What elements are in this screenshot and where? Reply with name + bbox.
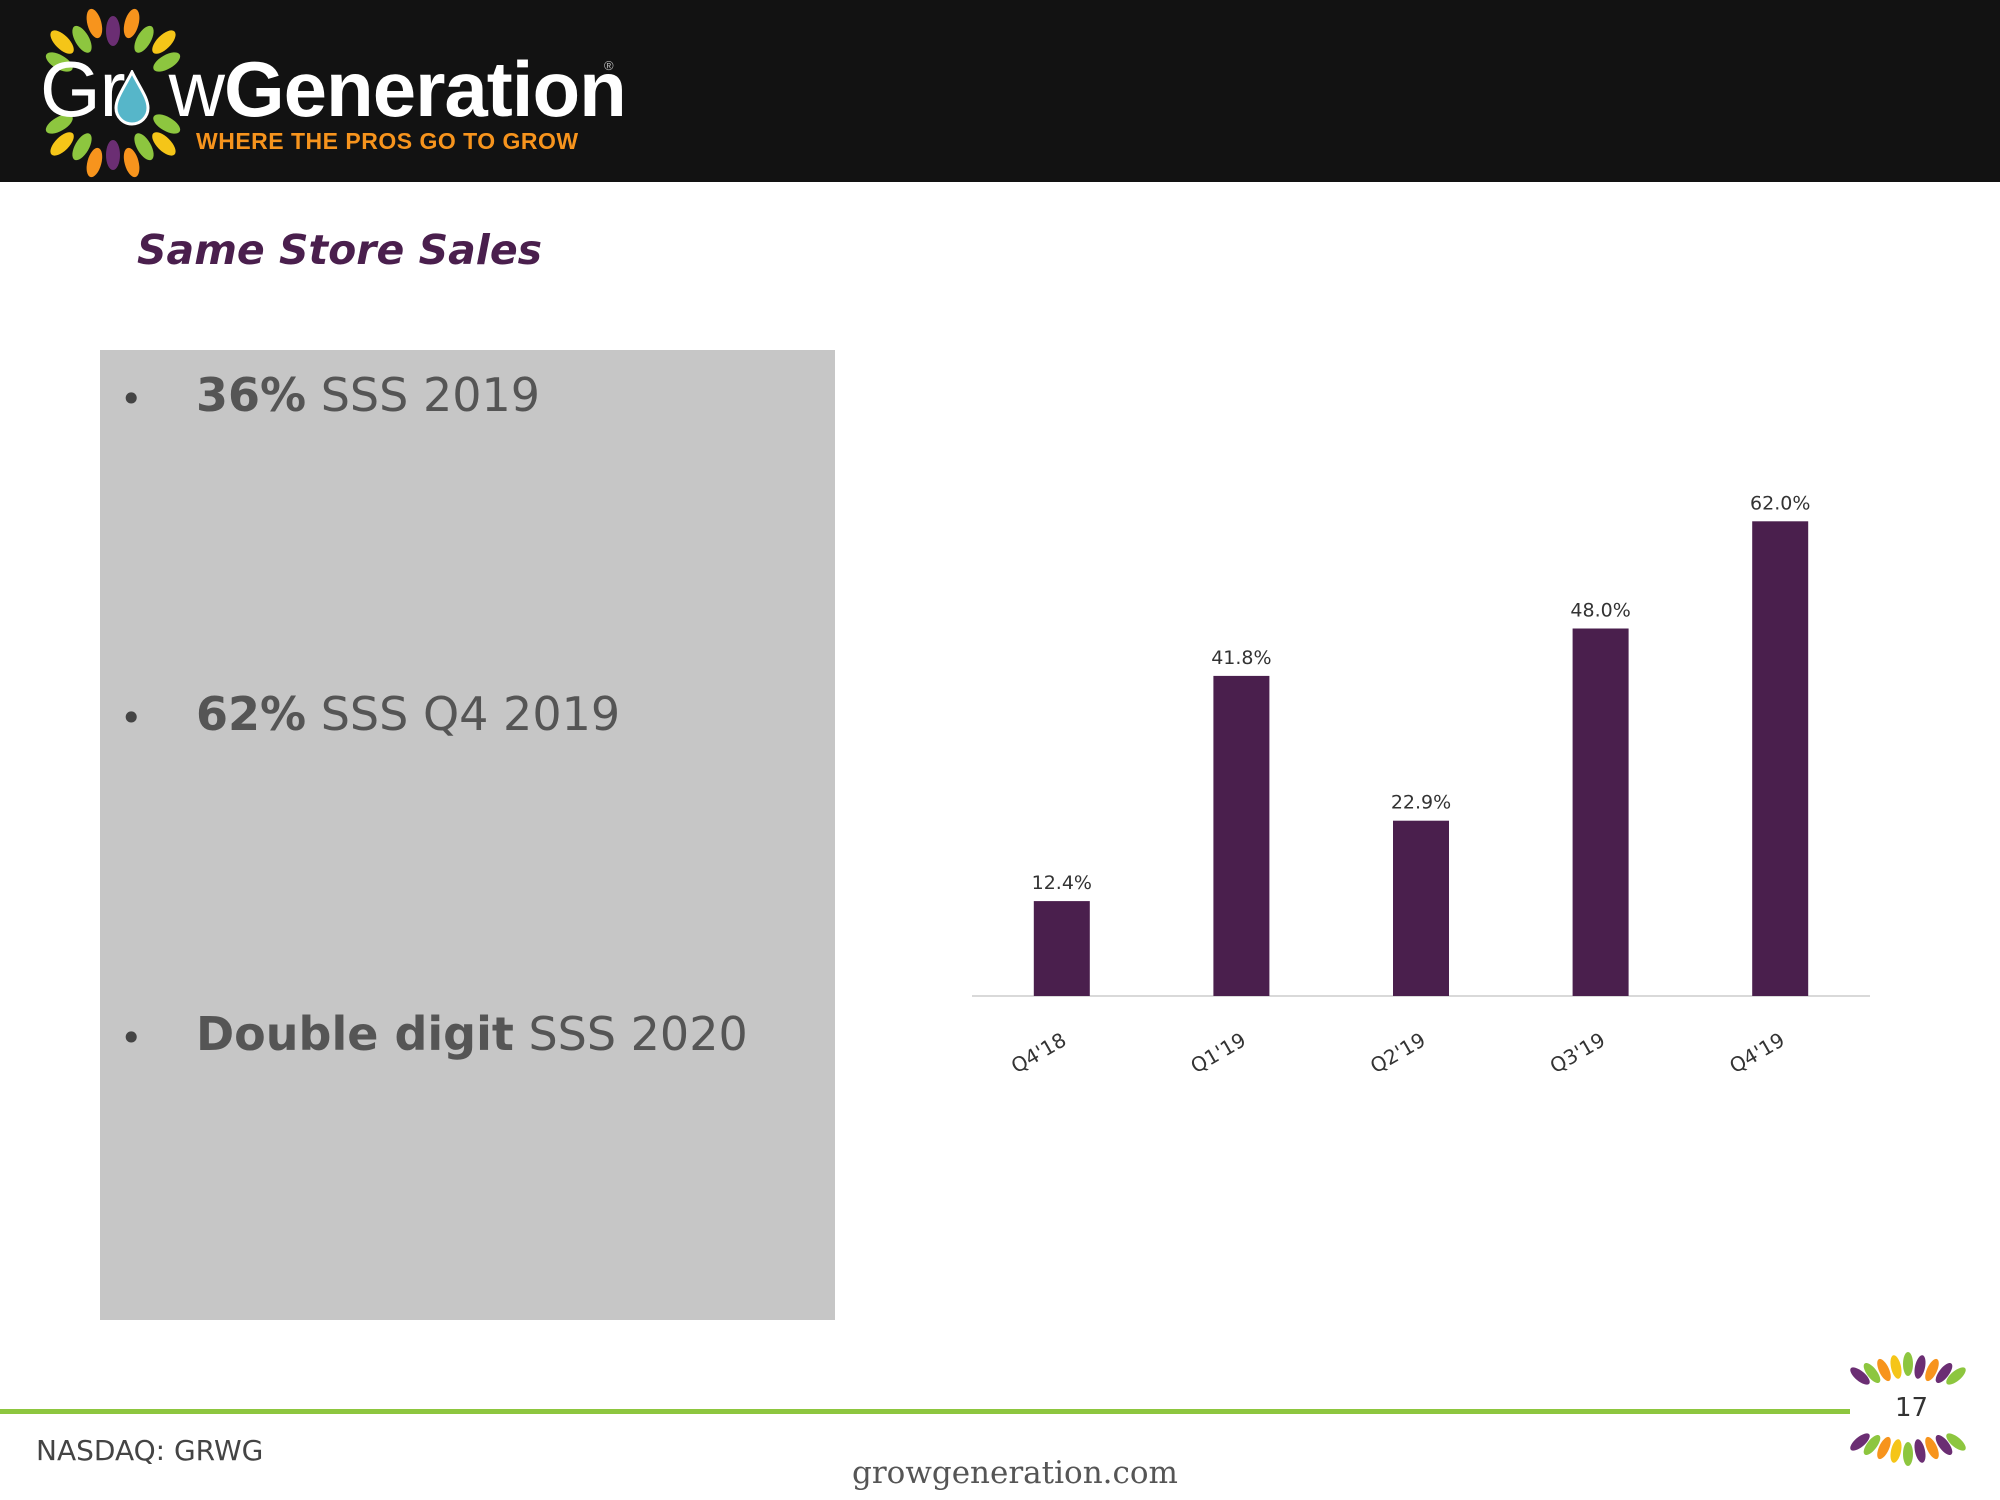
corner-leaf-shape bbox=[1850, 1367, 1870, 1385]
bar-3 bbox=[1572, 628, 1629, 996]
bullet-item-2: • 62% SSS Q4 2019 bbox=[120, 687, 620, 741]
page-title: Same Store Sales bbox=[137, 226, 543, 274]
corner-leaf-shape bbox=[1946, 1433, 1966, 1451]
logo-leaf-shape bbox=[123, 8, 140, 39]
bullet-dot-icon: • bbox=[120, 1015, 143, 1060]
same-store-sales-chart: 12.4% Q4'18 41.8% Q1'19 22.9% Q2'19 48.0% Q3'19… bbox=[972, 492, 1870, 1078]
data-label-3: 48.0% bbox=[1570, 600, 1630, 622]
logo-leaf-shape bbox=[134, 25, 154, 53]
data-label-1: 41.8% bbox=[1211, 647, 1271, 669]
data-label-0: 12.4% bbox=[1032, 872, 1092, 894]
corner-leaf-shape bbox=[1863, 1363, 1881, 1383]
corner-leaf-shape bbox=[1925, 1358, 1939, 1382]
bullet-panel: • 36% SSS 2019 • 62% SSS Q4 2019 • Double d… bbox=[100, 350, 835, 1320]
logo-leaf-shape bbox=[106, 16, 120, 46]
bullet-strong: 62% bbox=[196, 687, 307, 741]
bullet-strong: Double digit bbox=[196, 1007, 514, 1061]
sunburst-leaf-icon bbox=[45, 8, 181, 178]
corner-leaf-shape bbox=[1925, 1436, 1939, 1460]
logo-leaf-shape bbox=[45, 114, 73, 134]
logo-leaf-shape bbox=[153, 114, 181, 134]
data-label-2: 22.9% bbox=[1391, 792, 1451, 814]
bar-2 bbox=[1393, 820, 1449, 996]
bullet-strong: 36% bbox=[196, 368, 307, 422]
bar-1 bbox=[1213, 675, 1270, 996]
bullet-text: SSS 2019 bbox=[306, 368, 541, 422]
logo-leaf-shape bbox=[152, 132, 176, 156]
logo-leaf-shape bbox=[106, 140, 120, 170]
bullet-dot-icon: • bbox=[120, 695, 143, 740]
corner-leaf-shape bbox=[1935, 1363, 1953, 1383]
corner-leaf-shape bbox=[1850, 1433, 1870, 1451]
bar-4 bbox=[1752, 521, 1809, 996]
logo-tagline: WHERE THE PROS GO TO GROW bbox=[196, 128, 579, 154]
logo-leaf-shape bbox=[72, 25, 92, 53]
bullet-text: SSS Q4 2019 bbox=[306, 687, 621, 741]
corner-leaf-shape bbox=[1890, 1355, 1902, 1379]
logo-leaf-shape bbox=[45, 52, 73, 72]
corner-leaf-icon bbox=[1850, 1352, 1966, 1466]
corner-leaf-shape bbox=[1877, 1358, 1891, 1382]
x-tick-label-1: Q1'19 bbox=[1186, 1028, 1249, 1078]
header-bar: Gr wGeneration ® WHERE THE PROS GO TO GRO… bbox=[0, 0, 2000, 182]
x-tick-label-0: Q4'18 bbox=[1007, 1028, 1070, 1078]
logo-word-part-2: w bbox=[168, 45, 225, 133]
logo-leaf-shape bbox=[50, 30, 74, 54]
x-tick-label-3: Q3'19 bbox=[1546, 1028, 1609, 1078]
bullet-item-1: • 36% SSS 2019 bbox=[120, 368, 540, 422]
logo-leaf-shape bbox=[50, 132, 74, 156]
logo-word-part-1: Gr bbox=[40, 45, 126, 133]
registered-mark: ® bbox=[604, 58, 614, 73]
company-logo[interactable]: Gr wGeneration ® WHERE THE PROS GO TO GRO… bbox=[18, 8, 627, 178]
corner-leaf-shape bbox=[1877, 1436, 1891, 1460]
corner-leaf-shape bbox=[1903, 1352, 1913, 1376]
website-link[interactable]: growgeneration.com bbox=[852, 1455, 1178, 1491]
footer-divider bbox=[0, 1409, 1850, 1414]
bullet-dot-icon: • bbox=[120, 376, 143, 421]
bullet-text: SSS 2020 bbox=[513, 1007, 748, 1061]
ticker-label: NASDAQ: GRWG bbox=[36, 1434, 264, 1467]
logo-leaf-shape bbox=[72, 133, 92, 161]
corner-leaf-shape bbox=[1946, 1367, 1966, 1385]
page-number: 17 bbox=[1895, 1393, 1929, 1423]
logo-leaf-shape bbox=[153, 52, 181, 72]
logo-leaf-shape bbox=[152, 30, 176, 54]
logo-leaf-shape bbox=[123, 147, 140, 178]
water-drop-icon bbox=[114, 70, 150, 126]
corner-leaf-shape bbox=[1863, 1435, 1881, 1455]
bar-0 bbox=[1033, 901, 1090, 996]
x-tick-label-2: Q2'19 bbox=[1366, 1028, 1429, 1078]
logo-word-part-3: Generation bbox=[224, 45, 627, 133]
logo-wordmark: Gr wGeneration bbox=[40, 50, 627, 128]
bullet-item-3: • Double digit SSS 2020 bbox=[120, 1007, 748, 1061]
corner-leaf-shape bbox=[1935, 1435, 1953, 1455]
corner-leaf-shape bbox=[1914, 1439, 1926, 1463]
logo-leaf-shape bbox=[86, 147, 103, 178]
x-tick-label-4: Q4'19 bbox=[1725, 1028, 1788, 1078]
logo-leaf-shape bbox=[86, 8, 103, 39]
logo-leaf-shape bbox=[134, 133, 154, 161]
data-label-4: 62.0% bbox=[1750, 492, 1810, 514]
corner-leaf-shape bbox=[1890, 1439, 1902, 1463]
corner-leaf-shape bbox=[1903, 1442, 1913, 1466]
corner-leaf-shape bbox=[1914, 1355, 1926, 1379]
